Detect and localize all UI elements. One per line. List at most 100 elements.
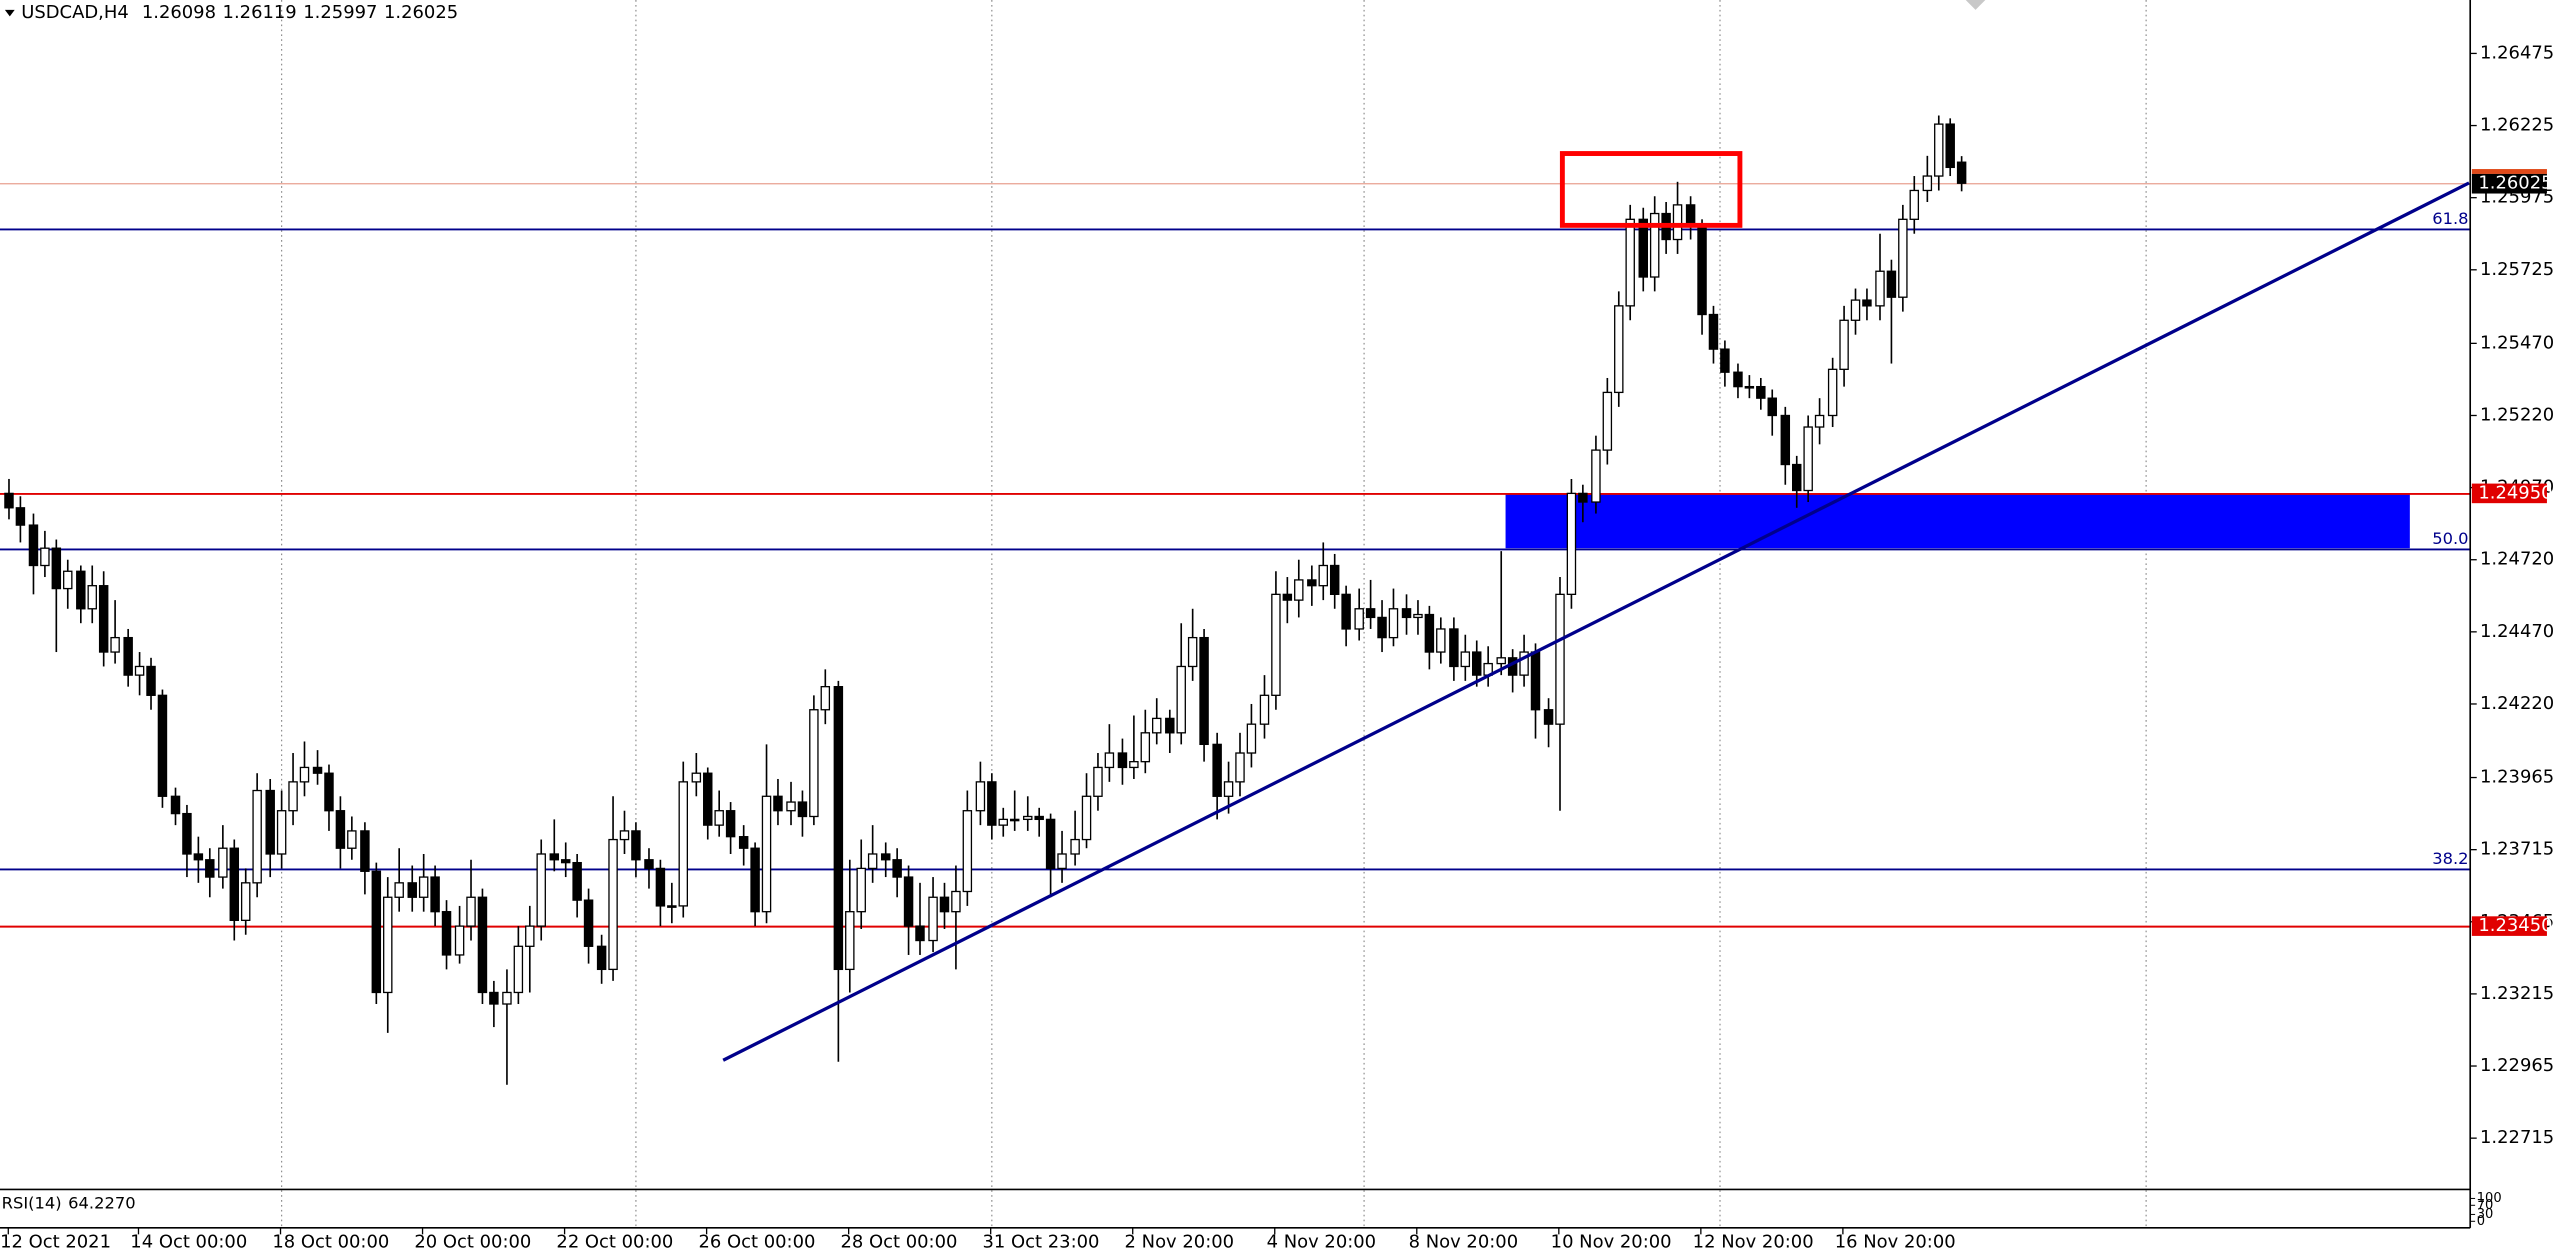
candle-body [1875, 270, 1885, 307]
candle-body [1341, 593, 1351, 630]
candle-body [1246, 723, 1257, 754]
candle-body [51, 547, 62, 590]
x-tick-label: 26 Oct 00:00 [698, 1232, 815, 1253]
candle-body [1023, 815, 1033, 821]
y-tick-label: 1.23715 [2480, 839, 2554, 860]
candle-body [394, 882, 404, 898]
candle-body [1282, 593, 1293, 601]
candle-body [347, 830, 357, 849]
candle-body [1388, 608, 1399, 639]
candle-body [1566, 492, 1577, 595]
candle-body [371, 870, 382, 994]
candle-body [1187, 636, 1198, 668]
candle-body [182, 812, 192, 855]
y-tick-label: 1.23965 [2480, 767, 2554, 788]
candle-body [1223, 781, 1234, 797]
candle-body [1934, 123, 1944, 177]
candle-body [1672, 204, 1683, 241]
candle-body [1318, 564, 1328, 587]
rsi-header: RSI(14) 64.2270 [2, 1193, 136, 1212]
candle-body [1354, 608, 1364, 630]
candle-body [725, 810, 736, 838]
candle-body [383, 896, 393, 994]
candle-body [1176, 665, 1186, 734]
candle-body [1377, 616, 1387, 639]
x-tick-label: 10 Nov 20:00 [1551, 1232, 1672, 1253]
candle-body [797, 801, 808, 818]
candle-body [1638, 218, 1648, 278]
candle-body [40, 547, 50, 567]
x-tick-label: 18 Oct 00:00 [272, 1232, 389, 1253]
candle-body [1294, 579, 1304, 601]
y-tick-label: 1.25725 [2480, 259, 2554, 280]
y-tick-label: 1.22715 [2480, 1127, 2554, 1148]
y-tick-label: 1.22965 [2480, 1055, 2554, 1076]
candle-body [134, 665, 145, 676]
candle-body [761, 795, 772, 913]
candle-body [252, 789, 262, 884]
candle-body [820, 686, 831, 711]
x-tick-label: 12 Oct 2021 [0, 1232, 111, 1253]
x-tick-label: 31 Oct 23:00 [983, 1232, 1100, 1253]
scroll-marker [1965, 0, 1986, 10]
candle-body [1460, 651, 1471, 668]
candle-body [407, 882, 417, 898]
candle-body [1614, 305, 1624, 394]
candle-body [678, 781, 688, 907]
candle-body [1733, 371, 1743, 388]
candle-body [987, 781, 997, 826]
candle-body [1530, 651, 1541, 711]
candle-body [324, 772, 334, 812]
candle-body [193, 853, 204, 861]
collapse-icon[interactable] [4, 9, 15, 17]
candle-body [1152, 717, 1162, 734]
candle-body [1235, 752, 1245, 783]
candle-body [962, 810, 973, 893]
candle-body [218, 847, 228, 878]
rsi-value: 64.2270 [68, 1193, 135, 1212]
candle-body [110, 636, 120, 653]
candle-body [773, 795, 783, 812]
candle-body [738, 836, 749, 849]
x-tick-label: 28 Oct 00:00 [840, 1232, 957, 1253]
candle-body [1922, 175, 1933, 192]
candle-body [1165, 717, 1175, 734]
candle-body [205, 859, 215, 878]
candle-body [477, 896, 488, 994]
candle-body [1720, 348, 1730, 373]
candle-body [4, 492, 14, 509]
candle-body [1329, 564, 1340, 596]
candle-body [335, 810, 346, 849]
candle-body [667, 905, 677, 908]
rsi-tick-label: 100 [2477, 1191, 2502, 1206]
candle-body [441, 911, 452, 956]
y-tick-label: 1.23215 [2480, 983, 2554, 1004]
support-zone [1505, 493, 2410, 549]
candle-body [1803, 426, 1813, 492]
candle-body [1472, 651, 1482, 676]
y-tick-label: 1.26225 [2480, 115, 2554, 136]
candle-body [1839, 319, 1849, 370]
candle-body [454, 925, 465, 956]
candle-body [276, 810, 287, 855]
y-tick-label: 1.26475 [2480, 42, 2554, 63]
level-tag-label: 1.24950 [2478, 482, 2552, 503]
candle-body [939, 896, 950, 913]
candle-body [845, 911, 855, 971]
candle-body [1792, 463, 1802, 492]
candle-body [880, 853, 891, 861]
candle-body [1009, 818, 1020, 822]
candle-body [1424, 613, 1435, 653]
candle-body [87, 585, 97, 610]
candle-body [809, 709, 819, 818]
symbol: USDCAD,H4 [21, 2, 129, 23]
candle-body [1212, 743, 1222, 797]
candle-body [1365, 608, 1376, 619]
level-tag [2471, 916, 2547, 936]
candle-body [123, 636, 133, 676]
rsi-tick-label: 0 [2477, 1214, 2485, 1229]
x-tick-label: 2 Nov 20:00 [1125, 1232, 1235, 1253]
candle-body [1578, 492, 1588, 503]
candle-body [1956, 161, 1967, 184]
